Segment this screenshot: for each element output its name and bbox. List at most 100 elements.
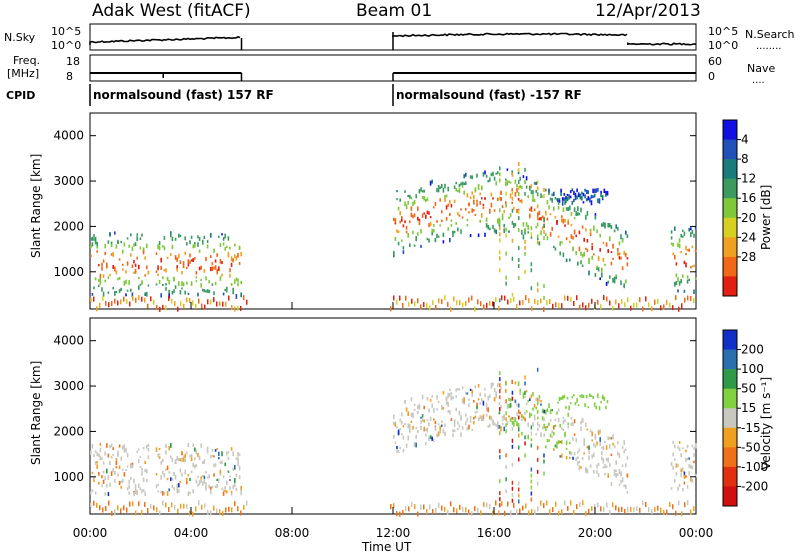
v-ground [438, 502, 440, 508]
p-mark-0 [104, 243, 106, 249]
v-mark-1 [194, 447, 196, 452]
v-mark-2 [405, 407, 408, 412]
v-mark-2 [394, 421, 397, 424]
v-ground [186, 503, 188, 509]
v-mark-1 [208, 474, 210, 479]
p-mark-2 [479, 201, 481, 205]
p-mark-2 [591, 245, 593, 251]
p-ground [555, 302, 557, 308]
v-mark-0 [99, 447, 102, 453]
v-mark-2 [572, 437, 574, 441]
v-mark-3 [680, 453, 682, 458]
p-ground [591, 298, 593, 304]
p-mark-2 [553, 245, 555, 249]
p-mark-0 [114, 231, 116, 235]
p-mark-1 [202, 239, 204, 242]
p-mark-1 [203, 269, 206, 273]
p-mark-2 [469, 196, 472, 200]
v-mark-2 [586, 428, 589, 431]
v-mark-2 [605, 465, 608, 469]
p-mark-2 [465, 172, 467, 177]
v-mark-2 [561, 453, 563, 458]
v-ground [579, 502, 581, 508]
power-cbar-band-8 [723, 276, 737, 297]
p-mark-1 [194, 244, 196, 248]
v-mark-2 [601, 456, 603, 461]
p-mark-0 [91, 242, 94, 247]
v-mark-2 [524, 396, 526, 399]
p-streak [524, 179, 526, 184]
v-mark-3 [686, 457, 689, 461]
v-mark-2 [553, 425, 555, 430]
p-mark-0 [134, 242, 137, 246]
p-ground [417, 298, 419, 304]
v-mark-1 [235, 487, 238, 492]
v-mark-2 [471, 389, 473, 394]
p-mark-2 [465, 207, 467, 211]
v-mark-2 [540, 432, 542, 438]
p-mark-0 [128, 244, 130, 248]
p-mark-1 [157, 273, 159, 277]
p-mark-2 [615, 276, 617, 280]
v-mark-0 [122, 445, 124, 450]
p-mark-0 [107, 291, 110, 294]
p-mark-0 [109, 232, 111, 237]
p-mark-2 [429, 221, 432, 227]
power-cbar-border [722, 119, 738, 297]
v-mark-2 [513, 416, 515, 420]
v-mark-2 [495, 424, 497, 427]
v-mark-2 [442, 407, 445, 410]
vel-cbar-tick-label-3: 15 [741, 401, 756, 415]
p-mark-0 [125, 279, 127, 285]
v-streak [530, 443, 533, 448]
v-upper [589, 393, 591, 397]
p-streak [524, 239, 526, 244]
v-mark-0 [107, 475, 110, 480]
v-streak [511, 498, 514, 503]
v-mark-2 [541, 426, 544, 430]
p-mark-1 [158, 245, 161, 251]
p-mark-2 [570, 234, 573, 239]
v-mark-0 [139, 487, 142, 491]
p-ground [495, 297, 497, 302]
v-mark-2 [557, 417, 560, 423]
v-ground [504, 510, 506, 516]
p-mark-2 [458, 183, 461, 188]
v-mark-1 [216, 484, 218, 488]
p-mark-1 [232, 258, 234, 263]
p-ground [579, 304, 581, 310]
v-streak [499, 431, 501, 436]
v-mark-0 [125, 448, 127, 451]
v-mark-0 [120, 456, 122, 461]
power-cbar-tick-label-1: 8 [741, 152, 749, 166]
v-mark-3 [674, 444, 676, 449]
v-mark-2 [477, 398, 480, 401]
v-mark-2 [490, 416, 493, 421]
v-mark-0 [146, 445, 148, 449]
v-mark-0 [112, 447, 114, 450]
v-mark-1 [168, 471, 170, 474]
p-mark-2 [609, 236, 611, 242]
v-mark-0 [141, 489, 143, 494]
p-mark-2 [445, 205, 448, 210]
p-mark-0 [104, 251, 106, 256]
v-mark-3 [694, 446, 697, 449]
p-ground [108, 302, 110, 308]
v-mark-1 [216, 478, 218, 481]
p-upper [560, 191, 562, 196]
p-mark-1 [168, 279, 170, 285]
p-ground [192, 300, 194, 306]
p-mark-2 [545, 188, 547, 192]
v-mark-2 [461, 426, 464, 430]
p-streak [517, 276, 520, 281]
p-mark-1 [160, 293, 162, 298]
p-ground [231, 304, 233, 310]
v-mark-1 [214, 463, 217, 467]
v-mark-1 [179, 458, 182, 462]
v-mark-2 [543, 433, 545, 437]
p-mark-1 [165, 283, 167, 286]
v-mark-1 [184, 458, 186, 463]
v-mark-2 [597, 473, 600, 477]
p-mark-2 [567, 221, 569, 225]
p-mark-1 [162, 276, 164, 280]
